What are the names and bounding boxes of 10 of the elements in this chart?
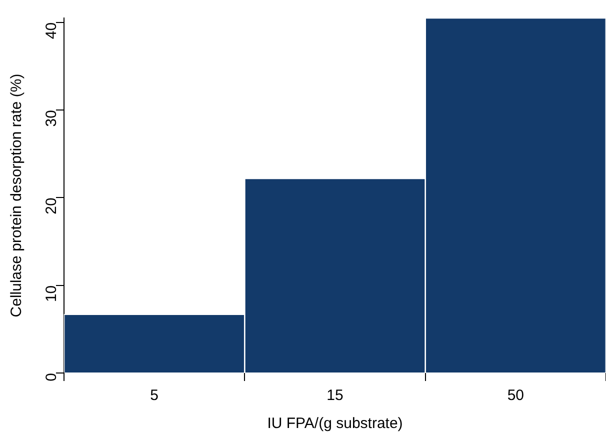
x-axis-title: IU FPA/(g substrate): [267, 415, 403, 432]
y-tick-label: 20: [43, 198, 60, 214]
y-axis-title: Cellulase protein desorption rate (%): [8, 74, 26, 318]
y-tick-label: 30: [43, 110, 60, 127]
y-tick-label: 40: [43, 22, 60, 40]
y-tick-label: 10: [43, 285, 60, 302]
x-tick-label: 5: [150, 387, 159, 404]
y-tick-label: 0: [43, 373, 60, 382]
x-tick-label: 50: [507, 387, 524, 404]
x-tick-label: 15: [326, 387, 344, 404]
